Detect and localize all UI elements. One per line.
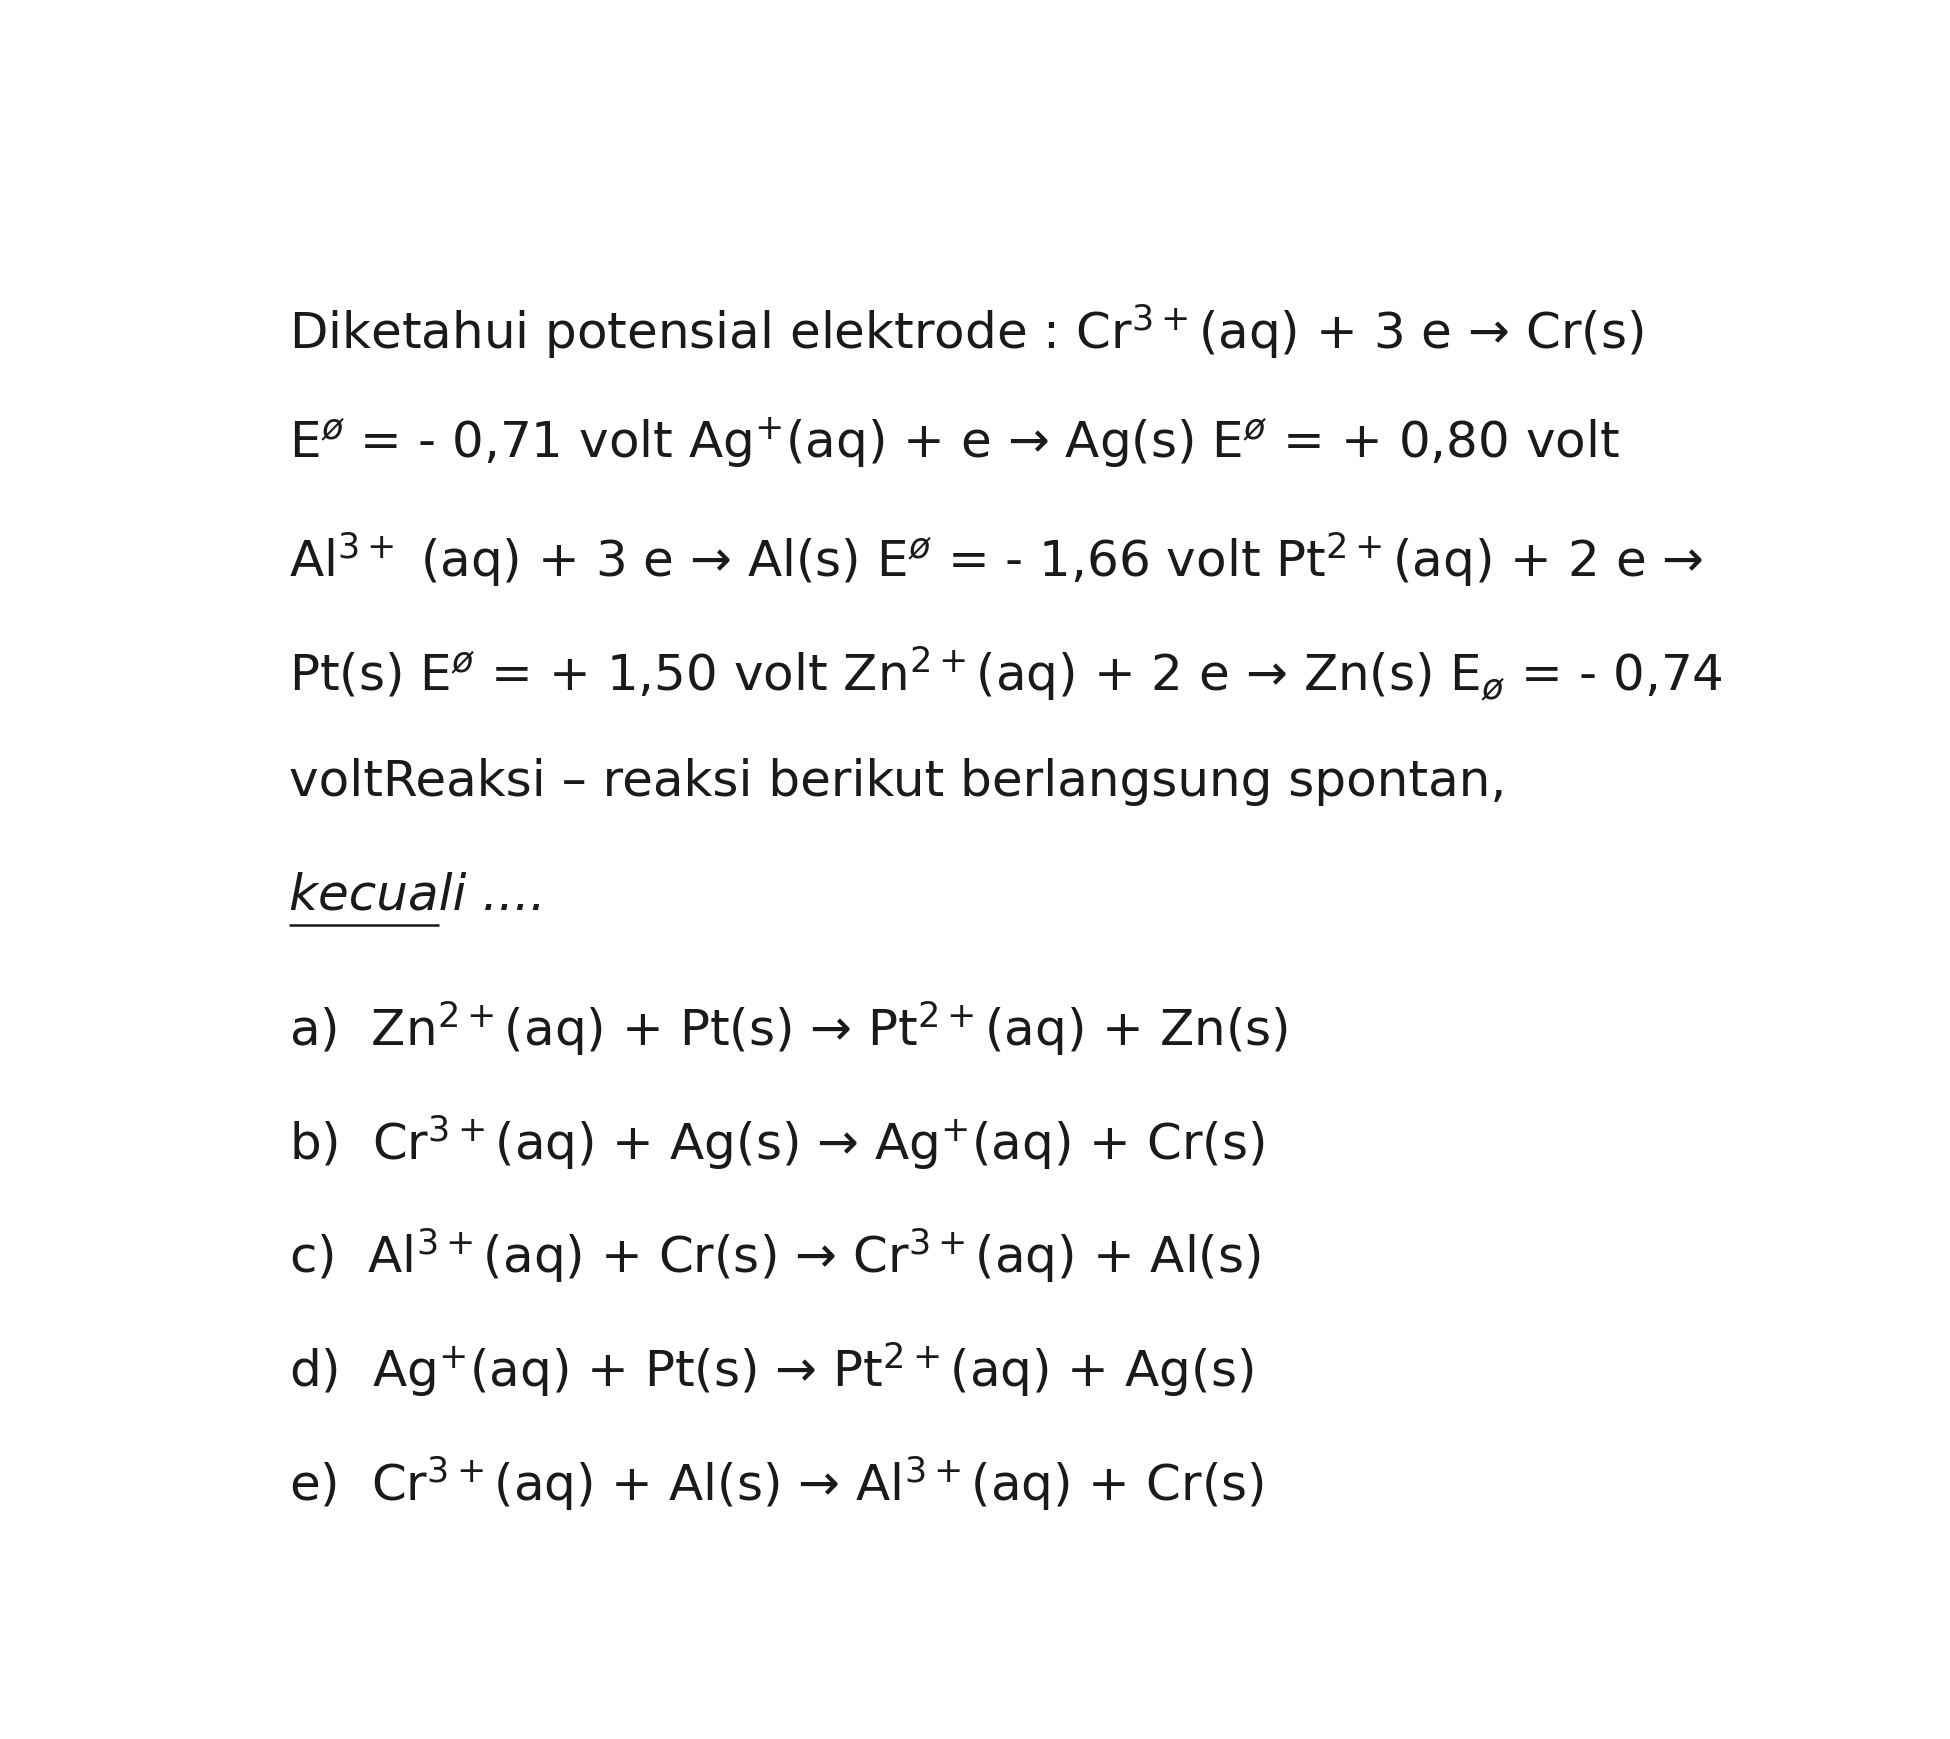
Text: Pt(s) E$^{ø}$ = + 1,50 volt Zn$^{2+}$(aq) + 2 e → Zn(s) E$_{ø}$ = - 0,74: Pt(s) E$^{ø}$ = + 1,50 volt Zn$^{2+}$(aq…	[289, 643, 1724, 703]
Text: c)  Al$^{3+}$(aq) + Cr(s) → Cr$^{3+}$(aq) + Al(s): c) Al$^{3+}$(aq) + Cr(s) → Cr$^{3+}$(aq)…	[289, 1226, 1262, 1285]
Text: e)  Cr$^{3+}$(aq) + Al(s) → Al$^{3+}$(aq) + Cr(s): e) Cr$^{3+}$(aq) + Al(s) → Al$^{3+}$(aq)…	[289, 1454, 1264, 1513]
Text: Al$^{3+}$ (aq) + 3 e → Al(s) E$^{ø}$ = - 1,66 volt Pt$^{2+}$(aq) + 2 e →: Al$^{3+}$ (aq) + 3 e → Al(s) E$^{ø}$ = -…	[289, 530, 1704, 590]
Text: E$^{ø}$ = - 0,71 volt Ag$^{+}$(aq) + e → Ag(s) E$^{ø}$ = + 0,80 volt: E$^{ø}$ = - 0,71 volt Ag$^{+}$(aq) + e →…	[289, 416, 1620, 471]
Text: Diketahui potensial elektrode : Cr$^{3+}$(aq) + 3 e → Cr(s): Diketahui potensial elektrode : Cr$^{3+}…	[289, 303, 1644, 362]
Text: voltReaksi – reaksi berikut berlangsung spontan,: voltReaksi – reaksi berikut berlangsung …	[289, 758, 1505, 805]
Text: kecuali ....: kecuali ....	[289, 871, 546, 920]
Text: b)  Cr$^{3+}$(aq) + Ag(s) → Ag$^{+}$(aq) + Cr(s): b) Cr$^{3+}$(aq) + Ag(s) → Ag$^{+}$(aq) …	[289, 1113, 1266, 1172]
Text: d)  Ag$^{+}$(aq) + Pt(s) → Pt$^{2+}$(aq) + Ag(s): d) Ag$^{+}$(aq) + Pt(s) → Pt$^{2+}$(aq) …	[289, 1341, 1254, 1400]
Text: a)  Zn$^{2+}$(aq) + Pt(s) → Pt$^{2+}$(aq) + Zn(s): a) Zn$^{2+}$(aq) + Pt(s) → Pt$^{2+}$(aq)…	[289, 998, 1289, 1057]
